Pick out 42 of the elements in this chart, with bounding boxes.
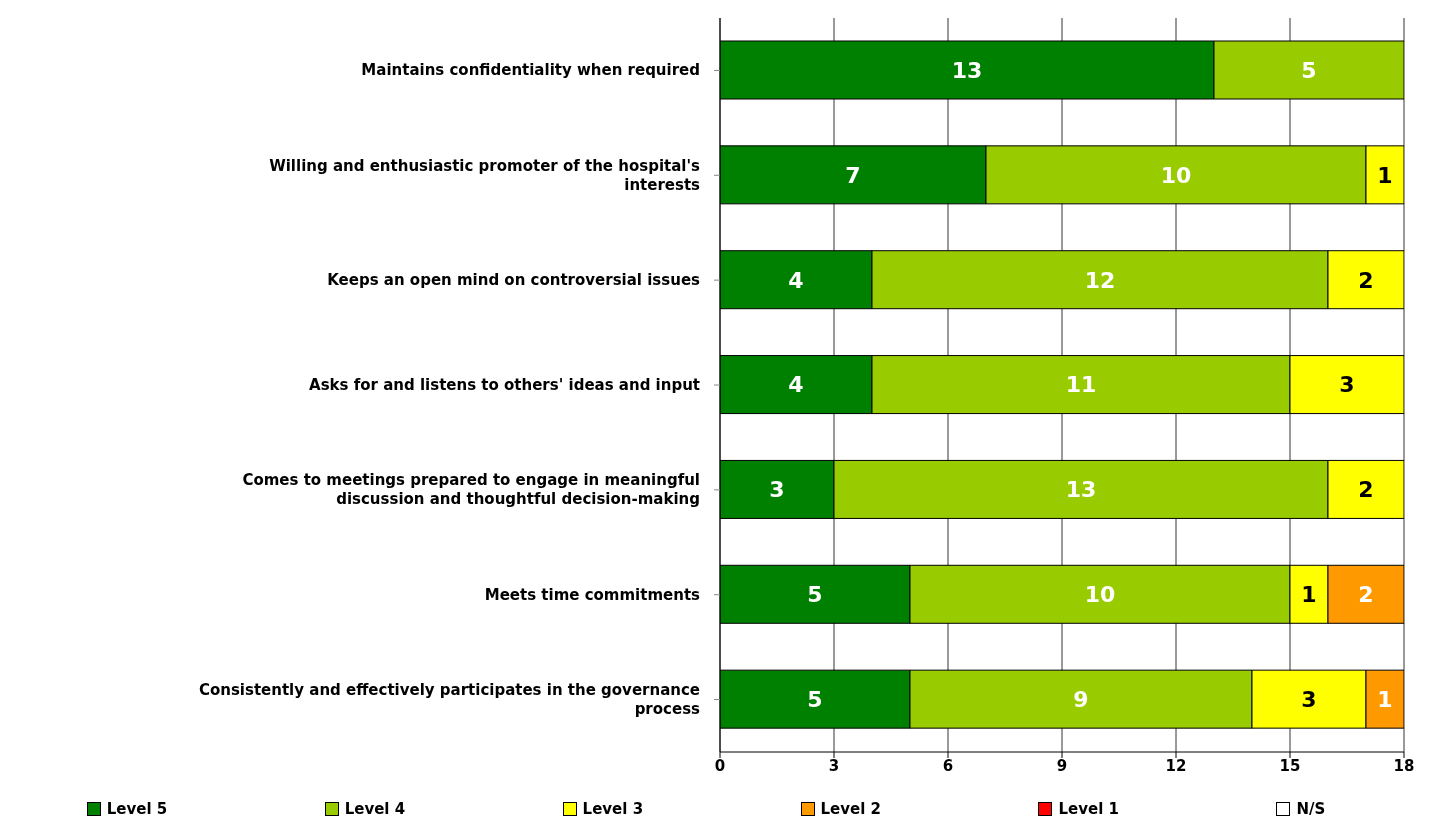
x-tick-label: 12 — [1165, 756, 1187, 775]
data-label: 9 — [1073, 686, 1089, 712]
data-label: 4 — [788, 372, 804, 398]
y-tick-label: Willing and enthusiastic promoter of the hospital's interests — [269, 156, 701, 194]
y-tick-label: Asks for and listens to others' ideas and input — [309, 376, 700, 394]
data-label: 3 — [1301, 686, 1317, 712]
data-label: 1 — [1377, 162, 1393, 188]
data-label: 5 — [1301, 57, 1317, 83]
data-label: 5 — [807, 686, 823, 712]
data-label: 10 — [1160, 162, 1192, 188]
data-label: 2 — [1358, 582, 1374, 608]
legend-label: Level 1 — [1057, 800, 1119, 818]
data-label: 1 — [1301, 582, 1317, 608]
data-label: 11 — [1065, 372, 1097, 398]
legend-label: N/S — [1295, 800, 1326, 818]
data-label: 10 — [1084, 582, 1116, 608]
x-tick-label: 0 — [714, 756, 726, 775]
x-tick-label: 15 — [1279, 756, 1301, 775]
data-label: 1 — [1377, 686, 1393, 712]
y-tick-label: Comes to meetings prepared to engage in meaningful discussion and thoughtful decision-making — [242, 471, 700, 509]
legend-label: Level 3 — [581, 800, 644, 818]
data-label: 12 — [1084, 267, 1116, 293]
legend-label: Level 5 — [105, 800, 168, 818]
data-label: 13 — [951, 57, 983, 83]
y-tick-label: Meets time commitments — [484, 585, 701, 604]
legend-label: Level 2 — [819, 800, 882, 818]
legend-label: Level 4 — [343, 800, 406, 818]
data-label: 5 — [807, 582, 823, 608]
y-tick-label: Keeps an open mind on controversial issues — [327, 271, 701, 290]
x-tick-label: 18 — [1393, 756, 1415, 775]
data-label: 7 — [845, 162, 861, 188]
data-label: 3 — [1339, 372, 1355, 398]
data-label: 2 — [1358, 477, 1374, 503]
x-tick-label: 6 — [942, 756, 954, 775]
data-label: 4 — [788, 267, 804, 293]
data-label: 13 — [1065, 477, 1097, 503]
y-tick-label: Consistently and effectively participates in the governance process — [198, 681, 701, 719]
x-tick-label: 3 — [828, 756, 840, 775]
data-label: 3 — [769, 477, 785, 503]
x-tick-label: 9 — [1056, 756, 1068, 775]
data-label: 2 — [1358, 267, 1374, 293]
y-tick-label: Maintains confidentiality when required — [361, 61, 700, 80]
